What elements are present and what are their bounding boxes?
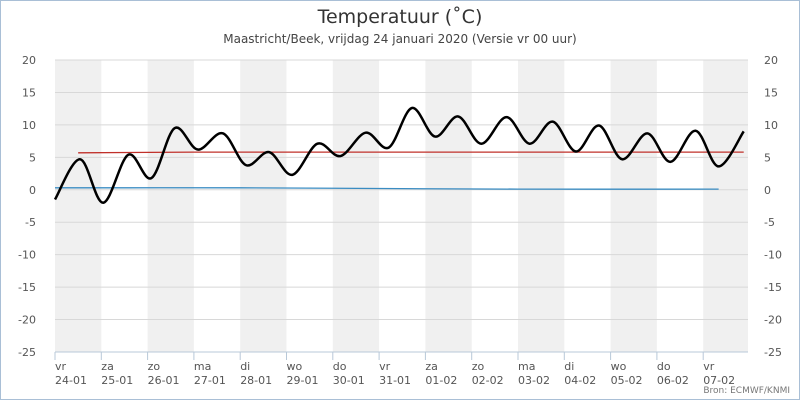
- x-tick-date: 27-01: [194, 374, 226, 387]
- y-tick-label-left: 0: [29, 184, 36, 197]
- x-tick-date: 07-02: [703, 374, 735, 387]
- y-tick-label-right: 10: [764, 119, 778, 132]
- y-tick-label-right: -20: [764, 314, 782, 327]
- x-tick-date: 05-02: [611, 374, 643, 387]
- x-tick-date: 29-01: [287, 374, 319, 387]
- blue-reference-line: [54, 187, 719, 190]
- x-tick-day: ma: [194, 360, 211, 373]
- y-tick-label-right: 0: [764, 184, 771, 197]
- x-tick-date: 28-01: [240, 374, 272, 387]
- y-tick-label-right: 15: [764, 86, 778, 99]
- x-tick-day: ma: [518, 360, 535, 373]
- chart-subtitle: Maastricht/Beek, vrijdag 24 januari 2020…: [223, 32, 577, 46]
- x-tick-date: 30-01: [333, 374, 365, 387]
- x-tick-day: za: [425, 360, 438, 373]
- x-tick-day: do: [657, 360, 671, 373]
- x-tick-day: di: [564, 360, 574, 373]
- x-tick-day: vr: [703, 360, 715, 373]
- x-tick-day: wo: [611, 360, 627, 373]
- day-band: [147, 60, 194, 352]
- day-band: [703, 60, 748, 352]
- x-tick-day: zo: [472, 360, 485, 373]
- day-band: [332, 60, 380, 352]
- y-tick-label-left: -20: [18, 314, 36, 327]
- y-tick-label-left: -10: [18, 249, 36, 262]
- x-tick-date: 01-02: [425, 374, 457, 387]
- y-tick-label-left: -25: [18, 346, 36, 359]
- x-tick-date: 31-01: [379, 374, 411, 387]
- y-tick-label-left: -15: [18, 281, 36, 294]
- x-tick-day: do: [333, 360, 347, 373]
- temperature-line: [53, 106, 745, 205]
- x-tick-date: 25-01: [101, 374, 133, 387]
- day-band: [610, 60, 657, 352]
- day-band: [240, 60, 287, 352]
- x-tick-date: 06-02: [657, 374, 689, 387]
- y-tick-label-left: -5: [25, 216, 36, 229]
- day-band: [425, 60, 472, 352]
- y-tick-label-left: 10: [22, 119, 36, 132]
- y-tick-label-right: 20: [764, 54, 778, 67]
- y-tick-label-right: -5: [764, 216, 775, 229]
- x-tick-date: 26-01: [148, 374, 180, 387]
- x-tick-date: 24-01: [55, 374, 87, 387]
- x-tick-day: vr: [379, 360, 391, 373]
- x-tick-day: vr: [55, 360, 67, 373]
- x-tick-day: wo: [287, 360, 303, 373]
- red-reference-line: [78, 151, 744, 154]
- x-tick-date: 03-02: [518, 374, 550, 387]
- source-credit: Bron: ECMWF/KNMI: [703, 386, 790, 396]
- y-tick-label-left: 20: [22, 54, 36, 67]
- x-tick-day: za: [101, 360, 114, 373]
- y-tick-label-right: 5: [764, 151, 771, 164]
- y-tick-label-right: -25: [764, 346, 782, 359]
- x-tick-day: zo: [148, 360, 161, 373]
- x-tick-date: 02-02: [472, 374, 504, 387]
- day-band: [518, 60, 565, 352]
- day-band: [55, 60, 102, 352]
- y-tick-label-left: 15: [22, 86, 36, 99]
- y-tick-label-left: 5: [29, 151, 36, 164]
- y-tick-label-right: -15: [764, 281, 782, 294]
- x-tick-day: di: [240, 360, 250, 373]
- chart-title: Temperatuur (˚C): [317, 6, 483, 28]
- y-tick-label-right: -10: [764, 249, 782, 262]
- x-tick-date: 04-02: [564, 374, 596, 387]
